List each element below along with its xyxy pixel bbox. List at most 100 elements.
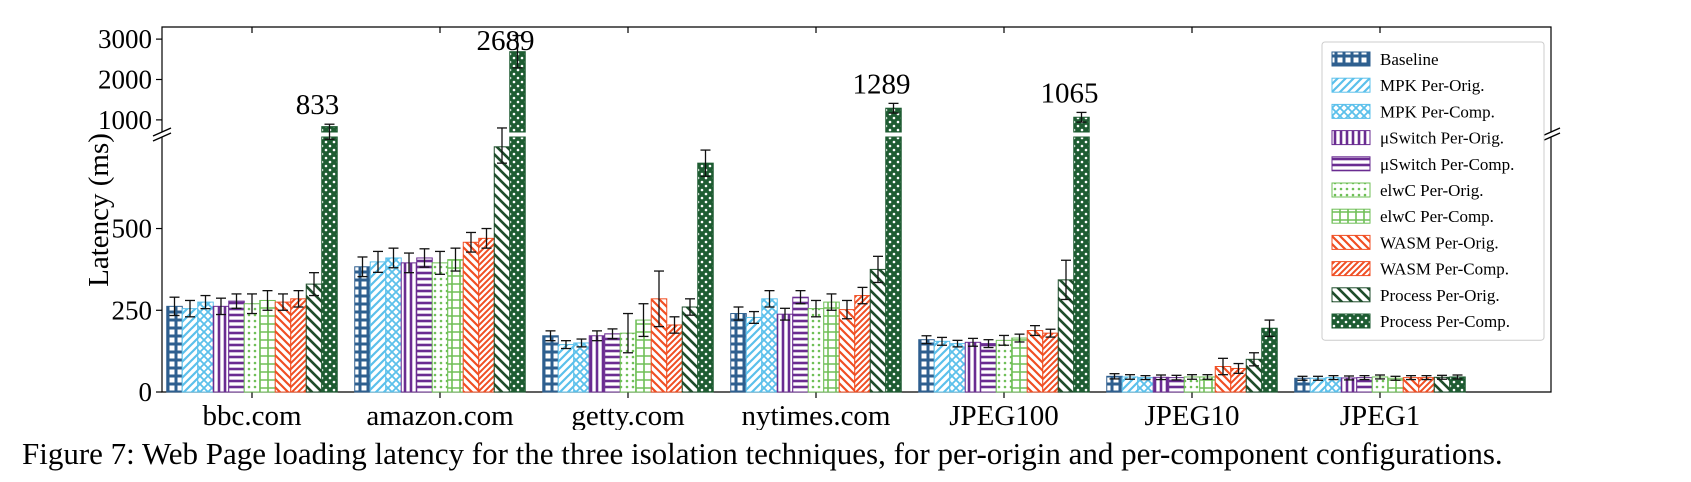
legend-item: elwC Per-Orig. xyxy=(1331,181,1484,200)
bar xyxy=(588,335,606,393)
bar xyxy=(166,305,183,393)
bar xyxy=(243,303,261,393)
error-bar xyxy=(216,297,226,316)
error-bar xyxy=(764,290,775,308)
plot-area: 0 250 500 1000 2000 3000 Latency (ms) bbc.com am… xyxy=(83,24,1561,430)
bar xyxy=(761,298,778,393)
bar xyxy=(542,335,559,393)
x-tick-label: JPEG10 xyxy=(1144,400,1239,430)
bar xyxy=(807,308,825,393)
x-tick-label: bbc.com xyxy=(202,400,301,430)
figure-caption: Figure 7: Web Page loading latency for t… xyxy=(22,436,1503,471)
error-bar xyxy=(1076,111,1087,123)
error-bar xyxy=(545,330,556,342)
legend-swatch xyxy=(1331,51,1371,67)
bar xyxy=(447,259,464,393)
legend-label: μSwitch Per-Orig. xyxy=(1380,129,1504,148)
error-bar xyxy=(1344,375,1354,381)
bar xyxy=(197,301,214,393)
error-bar xyxy=(1452,374,1463,380)
bar xyxy=(995,339,1013,393)
legend-swatch xyxy=(1331,261,1371,277)
error-bar xyxy=(419,248,430,268)
legend-label: elwC Per-Orig. xyxy=(1380,181,1484,200)
error-bar xyxy=(1171,374,1182,381)
x-tick-label: amazon.com xyxy=(366,400,514,430)
error-bar xyxy=(357,256,368,278)
legend-label: Process Per-Comp. xyxy=(1380,312,1510,331)
bar xyxy=(181,308,199,393)
error-bar xyxy=(842,299,852,320)
error-bar xyxy=(324,123,335,140)
error-bar xyxy=(669,316,680,334)
legend-item: Process Per-Comp. xyxy=(1331,312,1510,331)
bar xyxy=(697,162,714,393)
error-bar xyxy=(1030,324,1040,337)
error-bar xyxy=(185,299,195,318)
bar xyxy=(792,296,809,393)
error-bar xyxy=(200,294,211,310)
error-bar xyxy=(857,286,868,305)
x-tick-label: getty.com xyxy=(571,400,685,430)
error-bar xyxy=(1187,374,1197,380)
legend-swatch xyxy=(1331,234,1371,250)
bar xyxy=(1261,327,1278,393)
error-bar xyxy=(1249,352,1259,367)
bar xyxy=(573,342,590,393)
bar xyxy=(321,126,338,393)
error-bar xyxy=(1264,319,1275,338)
x-tick-label: nytimes.com xyxy=(741,400,890,430)
bar xyxy=(290,298,307,393)
error-bar xyxy=(1375,374,1385,380)
y-tick-label: 250 xyxy=(112,295,153,325)
error-bar xyxy=(1421,375,1432,381)
legend: Baseline MPK Per-Orig. MPK Per-Comp. μSwitc… xyxy=(1321,41,1545,341)
error-bar xyxy=(561,340,571,350)
legend-item: elwC Per-Comp. xyxy=(1331,207,1494,226)
legend-label: MPK Per-Comp. xyxy=(1380,102,1495,121)
error-bar xyxy=(921,335,932,345)
legend-label: WASM Per-Orig. xyxy=(1380,233,1499,252)
bar xyxy=(354,266,371,393)
bar xyxy=(274,301,292,393)
error-bar xyxy=(1437,374,1447,380)
bar xyxy=(493,146,511,393)
error-bar xyxy=(247,293,257,315)
bar xyxy=(776,313,794,393)
error-bar xyxy=(435,250,445,275)
error-bar xyxy=(388,247,399,269)
bar xyxy=(838,309,856,393)
legend-label: μSwitch Per-Comp. xyxy=(1380,155,1514,174)
axis-break-mark xyxy=(1541,127,1561,137)
error-bar xyxy=(888,102,899,114)
bar xyxy=(1073,116,1090,393)
legend-swatch xyxy=(1331,77,1371,93)
error-bar xyxy=(873,255,883,284)
bar xyxy=(557,344,575,393)
error-bar xyxy=(795,290,806,305)
error-bar xyxy=(1140,375,1151,381)
error-bar xyxy=(937,336,947,346)
error-bar xyxy=(623,312,633,354)
error-bar xyxy=(1390,375,1401,381)
legend-item: μSwitch Per-Comp. xyxy=(1331,155,1514,174)
error-bar xyxy=(450,247,461,272)
bar xyxy=(1026,330,1044,393)
bar xyxy=(980,343,997,393)
bar xyxy=(823,301,840,393)
legend-item: Process Per-Orig. xyxy=(1331,286,1500,305)
error-bar xyxy=(481,227,492,249)
legend-swatch xyxy=(1331,156,1371,172)
error-bar xyxy=(512,34,523,69)
error-bar xyxy=(1045,328,1056,338)
error-bar xyxy=(262,290,273,311)
bar xyxy=(869,268,887,393)
error-bar xyxy=(654,270,664,328)
error-bar xyxy=(638,303,649,338)
error-bar xyxy=(309,272,319,297)
legend-label: Process Per-Orig. xyxy=(1380,286,1500,305)
error-bar xyxy=(999,334,1009,346)
bar xyxy=(885,107,902,393)
axis-break-mark xyxy=(1541,132,1561,142)
y-tick-label: 0 xyxy=(139,377,153,407)
